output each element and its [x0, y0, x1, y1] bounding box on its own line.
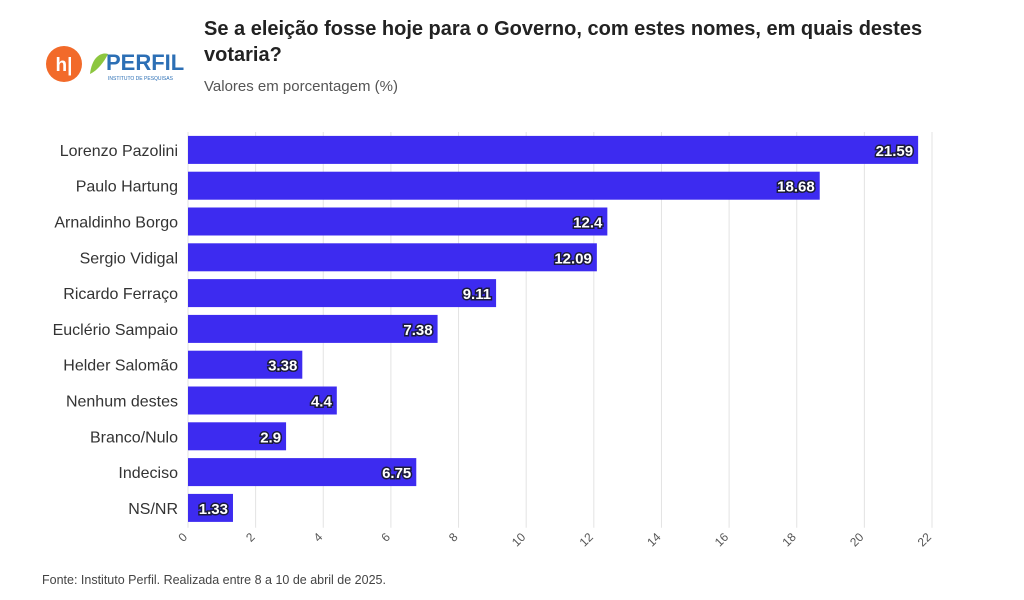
category-label: Euclério Sampaio — [53, 322, 179, 339]
leaf-icon — [90, 53, 108, 74]
bar — [188, 350, 303, 379]
bar — [188, 422, 287, 451]
bar — [188, 207, 608, 236]
category-label: Helder Salomão — [63, 358, 178, 375]
tick-label: 0 — [175, 530, 190, 545]
source-note: Fonte: Instituto Perfil. Realizada entre… — [42, 573, 386, 587]
instituto-perfil-logo: h| PERFIL INSTITUTO DE PESQUISAS — [44, 44, 194, 84]
bar — [188, 386, 337, 415]
tick-label: 14 — [644, 530, 664, 550]
tick-label: 20 — [847, 530, 867, 550]
tick-label: 2 — [243, 530, 258, 545]
tick-label: 10 — [509, 530, 529, 550]
category-label: Arnaldinho Borgo — [54, 215, 178, 232]
bar — [188, 458, 417, 487]
bar — [188, 314, 438, 343]
value-label: 21.59 — [876, 143, 914, 160]
category-label: Nenhum destes — [66, 394, 178, 411]
bar — [188, 243, 597, 272]
tick-label: 8 — [446, 530, 461, 545]
category-label: Sergio Vidigal — [80, 250, 178, 267]
category-label: Lorenzo Pazolini — [60, 143, 178, 160]
logo-mark-icon — [46, 46, 82, 82]
bar — [188, 279, 497, 308]
tick-label: 16 — [712, 530, 732, 550]
bar — [188, 171, 820, 200]
value-label: 4.4 — [311, 394, 333, 411]
value-label: 2.9 — [260, 429, 281, 446]
logo-brand-subtext: INSTITUTO DE PESQUISAS — [108, 76, 174, 82]
category-label: NS/NR — [128, 501, 178, 518]
tick-label: 12 — [577, 530, 597, 550]
value-label: 7.38 — [403, 322, 432, 339]
category-label: Ricardo Ferraço — [63, 286, 178, 303]
bar — [188, 135, 919, 164]
tick-label: 4 — [311, 530, 326, 545]
value-label: 18.68 — [777, 179, 815, 196]
value-label: 1.33 — [199, 501, 228, 518]
chart-subtitle: Valores em porcentagem (%) — [204, 78, 398, 95]
category-label: Branco/Nulo — [90, 429, 178, 446]
value-label: 6.75 — [382, 465, 411, 482]
tick-label: 22 — [915, 530, 935, 550]
tick-label: 18 — [780, 530, 800, 550]
value-label: 3.38 — [268, 358, 297, 375]
logo-brand-text: PERFIL — [106, 50, 184, 75]
category-label: Indeciso — [118, 465, 178, 482]
value-label: 12.4 — [573, 215, 603, 232]
logo-mark-text: h| — [56, 55, 73, 76]
bar — [188, 493, 233, 522]
value-label: 9.11 — [463, 286, 491, 303]
tick-label: 6 — [378, 530, 393, 545]
logo-graphic: h| PERFIL INSTITUTO DE PESQUISAS — [46, 46, 184, 82]
value-label: 12.09 — [554, 250, 592, 267]
category-label: Paulo Hartung — [76, 179, 178, 196]
chart-title: Se a eleição fosse hoje para o Governo, … — [204, 18, 923, 66]
